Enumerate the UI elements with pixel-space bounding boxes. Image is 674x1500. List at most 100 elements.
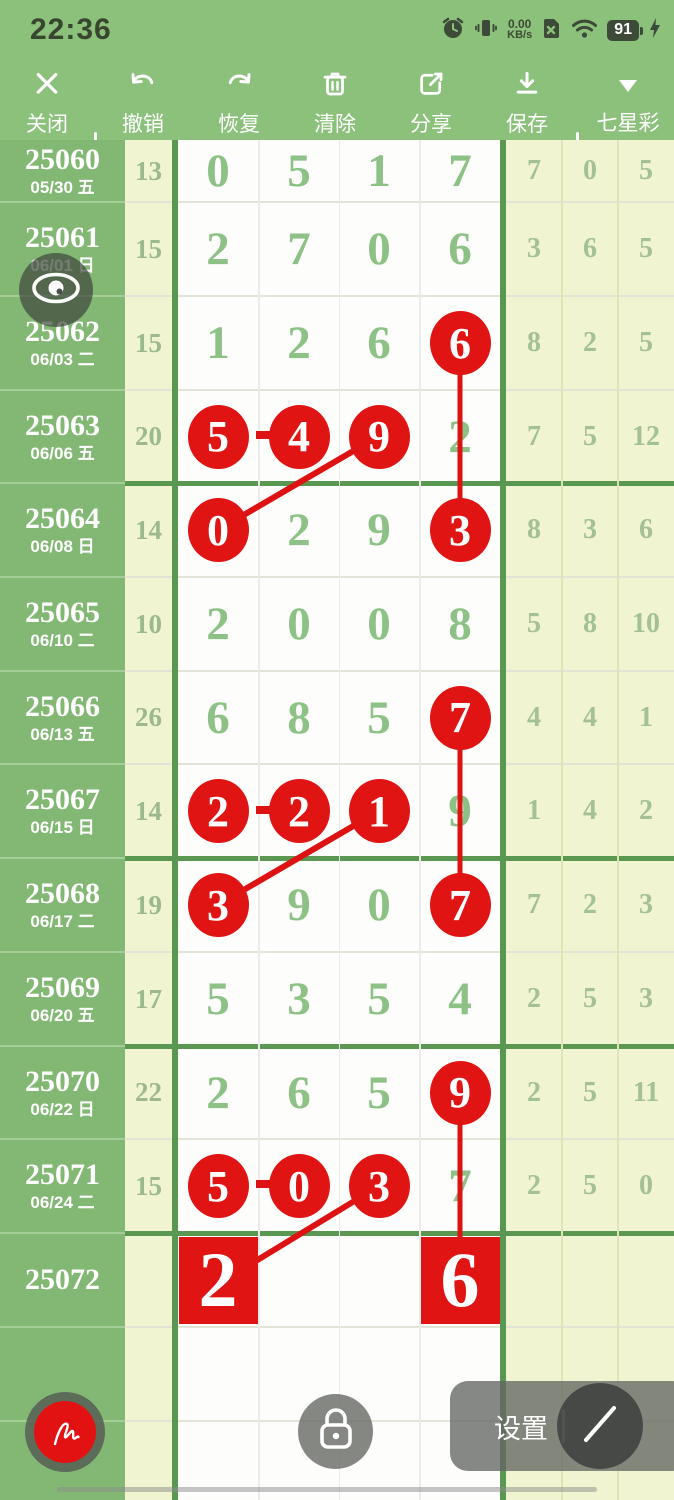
redo-button[interactable]: 恢复	[195, 62, 283, 138]
close-button[interactable]: 关闭	[3, 62, 91, 138]
extra-cell: 10	[632, 608, 660, 639]
sum-cell: 14	[135, 795, 162, 826]
share-icon	[416, 62, 446, 105]
extra-cell: 2	[583, 327, 597, 358]
clock: 22:36	[30, 13, 112, 46]
digit-circled: 3	[187, 873, 249, 937]
row-border	[125, 201, 674, 203]
period-cell: 25060 05/30 五	[0, 140, 125, 202]
digit-cell: 0	[367, 598, 391, 650]
extra-cell	[618, 1233, 674, 1327]
period-number: 25063	[25, 408, 100, 442]
digit-circled: 1	[348, 779, 410, 843]
toggle-visibility-button[interactable]	[19, 253, 93, 327]
table-row: 25060 05/30 五 13 0 5 1 7 7 0 5	[0, 140, 674, 202]
sum-cell: 15	[135, 233, 162, 264]
wifi-icon	[571, 16, 598, 45]
lock-button[interactable]	[298, 1394, 373, 1469]
draw-date: 05/30 五	[30, 178, 95, 197]
sum-cell: 15	[135, 327, 162, 358]
digit-cell: 0	[367, 879, 391, 931]
period-number: 25064	[25, 502, 100, 535]
extra-cell: 5	[583, 420, 597, 452]
period-cell: 25070 06/22 日	[0, 1046, 125, 1139]
extra-cell: 5	[639, 233, 653, 264]
undo-button[interactable]: 撤销	[99, 62, 187, 138]
status-icons: 0.00 KB/s 91	[441, 0, 662, 60]
line-tool-button[interactable]	[557, 1383, 643, 1469]
clear-button[interactable]: 清除	[291, 62, 379, 138]
extra-cell: 3	[639, 889, 653, 920]
battery-icon: 91	[607, 19, 643, 41]
digit-cell	[339, 1233, 419, 1327]
digit-cell: 1	[367, 145, 391, 197]
digit-circled: 2	[187, 779, 249, 843]
sum-cell: 15	[135, 1170, 162, 1201]
table-row: 25066 06/13 五 26 6 8 5 7 4 4 1	[0, 670, 674, 764]
digit-cell: 9	[367, 504, 391, 556]
grid-line	[338, 140, 340, 1500]
extra-cell: 8	[527, 327, 541, 358]
digit-circled: 3	[348, 1154, 410, 1218]
row-border	[125, 576, 674, 578]
grid-line	[561, 140, 563, 1500]
digit-cell: 9	[287, 879, 311, 931]
toolbar: 关闭 撤销 恢复 清除 分享 保存 七星彩	[0, 60, 674, 184]
digit-cell: 5	[206, 973, 230, 1025]
draw-mode-button[interactable]	[25, 1392, 105, 1472]
draw-date: 06/03 二	[30, 350, 95, 369]
grid-line	[419, 140, 421, 1500]
digit-circled: 0	[268, 1154, 330, 1218]
digit-cell: 5	[367, 1066, 391, 1119]
settings-button[interactable]: 设置	[494, 1413, 548, 1444]
table-row: 25065 06/10 二 10 2 0 0 8 5 8 10	[0, 576, 674, 671]
digit-cell: 9	[448, 785, 472, 837]
period-cell: 25067 06/15 日	[0, 764, 125, 858]
digit-cell: 3	[339, 1139, 419, 1233]
row-border	[125, 1044, 674, 1049]
period-cell: 25069 06/20 五	[0, 952, 125, 1046]
chart-type-picker[interactable]: 七星彩	[584, 62, 672, 138]
digit-cell: 7	[448, 145, 472, 197]
grid-line	[617, 140, 619, 1500]
digit-cell: 7	[287, 223, 311, 275]
period-number: 25069	[25, 971, 100, 1004]
extra-cell	[506, 1233, 562, 1327]
extra-cell: 7	[527, 420, 541, 452]
extra-cell: 3	[639, 983, 653, 1014]
save-button[interactable]: 保存	[483, 62, 571, 138]
digit-cell: 8	[287, 691, 311, 744]
row-border-left	[0, 763, 125, 765]
draw-date: 06/22 日	[30, 1099, 95, 1119]
row-border	[125, 1326, 674, 1328]
extra-cell: 6	[583, 233, 597, 264]
lock-icon	[314, 1405, 358, 1458]
row-border	[125, 1420, 674, 1422]
digit-cell: 7	[420, 671, 500, 764]
save-icon	[512, 62, 542, 105]
digit-cell: 5	[367, 691, 391, 744]
period-number: 25061	[25, 221, 100, 254]
digit-cell	[178, 1327, 258, 1421]
share-button[interactable]: 分享	[387, 62, 475, 138]
table-row: 25070 06/22 日 22 2 6 5 9 2 5 11	[0, 1044, 674, 1139]
extra-cell: 5	[583, 1076, 597, 1108]
digit-cell: 2	[259, 764, 339, 858]
digit-cell: 2	[448, 410, 472, 463]
draw-date: 06/10 二	[30, 631, 95, 650]
digit-cell: 2	[178, 1233, 258, 1327]
digit-cell: 3	[287, 973, 311, 1025]
row-border-left	[0, 576, 125, 578]
digit-cell: 6	[206, 691, 230, 744]
row-border	[125, 856, 674, 861]
row-border	[125, 670, 674, 672]
row-border-left	[0, 1045, 125, 1047]
extra-cell: 7	[527, 155, 541, 186]
row-border-left	[0, 482, 125, 484]
period-number: 25065	[25, 596, 100, 629]
flash-icon	[648, 16, 662, 45]
digit-cell: 6	[367, 317, 391, 369]
extra-cell: 0	[583, 155, 597, 186]
extra-cell: 2	[527, 983, 541, 1014]
